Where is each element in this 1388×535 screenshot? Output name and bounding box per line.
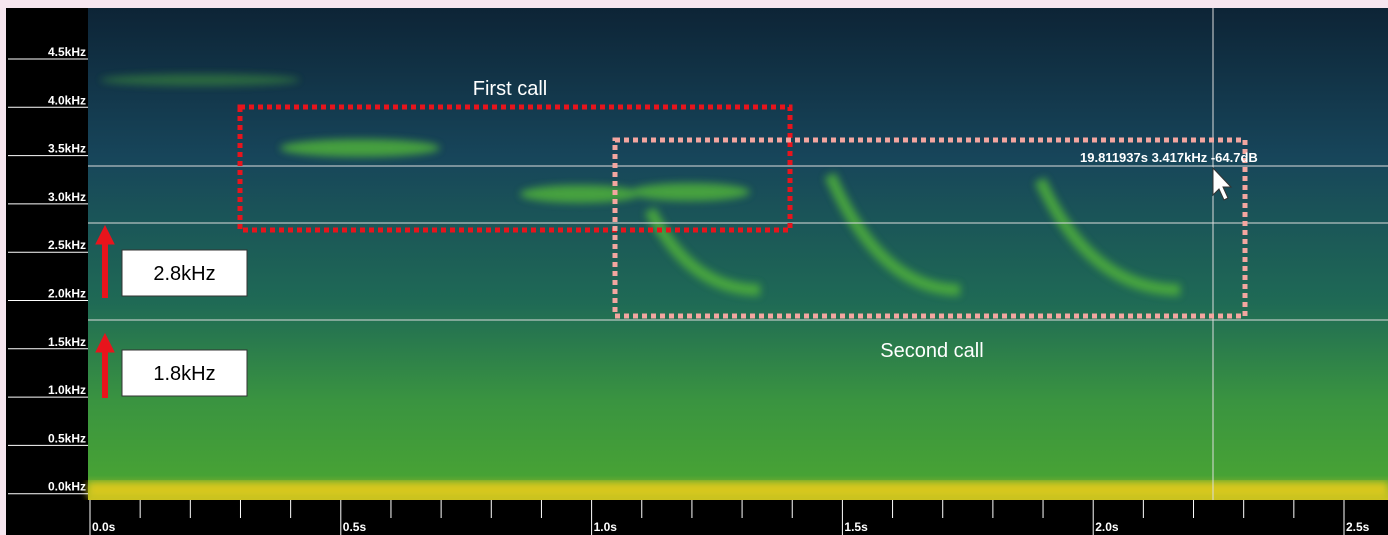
y-tick-label: 2.5kHz (48, 238, 86, 252)
x-tick-label: 1.0s (594, 520, 618, 534)
mouse-cursor (1212, 166, 1233, 201)
x-tick-label: 2.5s (1346, 520, 1370, 534)
y-tick-label: 1.0kHz (48, 383, 86, 397)
y-axis-panel (6, 8, 88, 535)
y-tick-label: 2.0kHz (48, 287, 86, 301)
second-call-label: Second call (880, 340, 983, 362)
x-axis-panel (88, 500, 1388, 535)
y-tick-label: 1.5kHz (48, 335, 86, 349)
calls (100, 74, 1181, 296)
spectrogram (88, 8, 1388, 500)
arrows (95, 224, 115, 398)
x-tick-label: 1.5s (844, 520, 868, 534)
y-tick-label: 4.5kHz (48, 45, 86, 59)
y-tick-label: 4.0kHz (48, 93, 86, 107)
y-tick-label: 0.5kHz (48, 431, 86, 445)
marker-box (121, 349, 248, 397)
first-call-label: First call (473, 78, 547, 100)
second-call-box (612, 137, 1248, 319)
cursor-readout: 19.811937s 3.417kHz -64.7dB (1080, 150, 1258, 165)
y-tick-label: 3.0kHz (48, 190, 86, 204)
y-tick-label: 3.5kHz (48, 142, 86, 156)
low-band (88, 482, 1388, 498)
marker-label: 1.8kHz (153, 363, 215, 385)
x-tick-label: 0.0s (92, 520, 116, 534)
marker-label: 2.8kHz (153, 263, 215, 285)
x-tick-label: 0.5s (343, 520, 367, 534)
x-tick-label: 2.0s (1095, 520, 1119, 534)
marker-box (121, 249, 248, 297)
first-call-box (237, 104, 793, 233)
y-tick-label: 0.0kHz (48, 480, 86, 494)
guide-lines (88, 8, 1388, 500)
